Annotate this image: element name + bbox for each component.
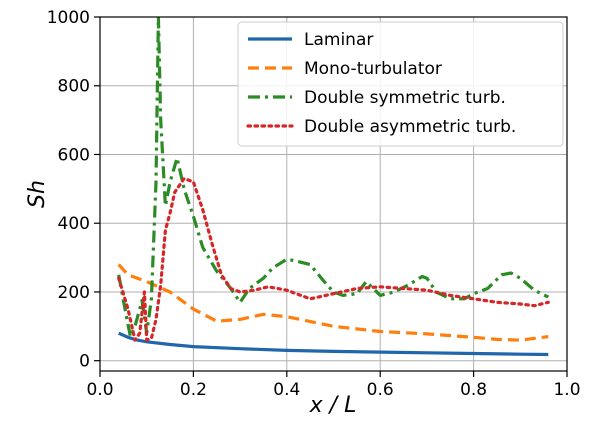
y-axis-label: Sh	[25, 180, 50, 208]
legend-box	[237, 21, 564, 147]
x-tick-label: 0.8	[460, 380, 487, 400]
y-tick-label: 0	[79, 352, 90, 372]
y-tick-label: 1000	[47, 8, 90, 28]
series-lines	[117, 17, 550, 357]
series-line-3	[117, 17, 550, 339]
legend-label: Laminar	[304, 30, 373, 50]
legend-label: Mono-turbulator	[304, 59, 442, 79]
x-tick-label: 0.6	[367, 380, 394, 400]
series-line-1	[118, 331, 549, 357]
legend-label: Double asymmetric turb.	[304, 117, 516, 137]
x-tick-label: 0.0	[86, 380, 113, 400]
series-line-4	[117, 176, 550, 342]
x-tick-label: 1.0	[553, 380, 580, 400]
y-tick-label: 200	[58, 283, 90, 303]
y-tick-label: 800	[58, 77, 90, 97]
x-axis-label: x / L	[309, 393, 357, 418]
legend: Laminar Mono-turbulator Double symmetric t…	[237, 21, 564, 147]
plot-frame	[99, 16, 568, 372]
y-tick-label: 400	[58, 214, 90, 234]
axis-ticks: 0.0 0.2 0.4 0.6 0.8 1.0 0 200 400 600 800 1000	[47, 8, 581, 400]
x-tick-label: 0.2	[180, 380, 207, 400]
x-tick-label: 0.4	[273, 380, 300, 400]
legend-label: Double symmetric turb.	[304, 88, 506, 108]
y-tick-label: 600	[58, 145, 90, 165]
series-line-2	[117, 263, 549, 342]
